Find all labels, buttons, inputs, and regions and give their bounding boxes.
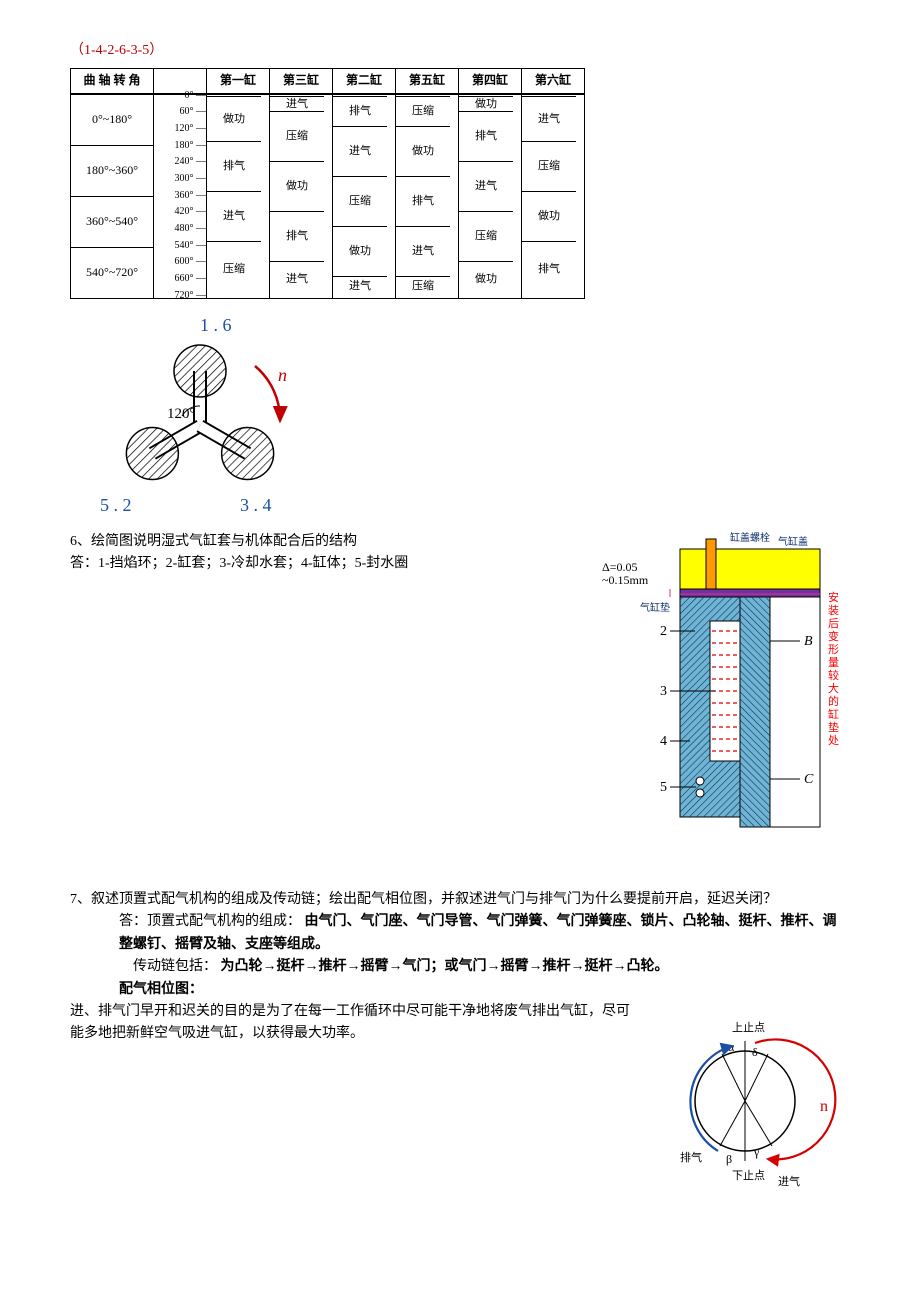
crank-label-left: 5 . 2 xyxy=(100,495,132,515)
stroke-cyl4: 做功 xyxy=(459,261,513,297)
stroke-cyl6: 压缩 xyxy=(522,141,576,192)
n3: 3 xyxy=(660,684,667,699)
crank-angle: 120° xyxy=(167,406,196,422)
tick: 300° — xyxy=(175,171,207,186)
stroke-cyl3: 做功 xyxy=(270,161,324,212)
stroke-cyl5: 做功 xyxy=(396,126,450,177)
liner-diagram: 缸盖螺栓 气缸盖 气缸垫 Δ=0.05~0.15mm 安装后 变形量 较大的 缸… xyxy=(600,531,850,859)
lblC: C xyxy=(804,772,814,787)
range-0: 0°~180° xyxy=(71,95,153,146)
stroke-cyl1: 排气 xyxy=(207,141,261,192)
hdr-c2: 第二缸 xyxy=(333,69,396,94)
stroke-cyl6: 排气 xyxy=(522,241,576,297)
stroke-cyl4: 做功 xyxy=(459,96,513,112)
range-3: 540°~720° xyxy=(71,248,153,298)
stroke-cyl5: 排气 xyxy=(396,176,450,227)
q7-section: 7、叙述顶置式配气机构的组成及传动链；绘出配气相位图，并叙述进气门与排气门为什么… xyxy=(70,889,850,1209)
range-1: 180°~360° xyxy=(71,146,153,197)
stroke-cyl5: 进气 xyxy=(396,226,450,277)
q7-phase-head: 配气相位图： xyxy=(70,979,850,1001)
stroke-cyl2: 排气 xyxy=(333,96,387,127)
gamma: γ xyxy=(753,1145,760,1159)
tick: 540° — xyxy=(175,238,207,253)
stroke-cyl2: 做功 xyxy=(333,226,387,277)
stroke-cyl3: 进气 xyxy=(270,96,324,112)
n4: 4 xyxy=(660,734,667,749)
q7-chain: 为凸轮→挺杆→推杆→摇臂→气门；或气门→摇臂→推杆→挺杆→凸轮。 xyxy=(221,959,669,974)
stroke-cyl5: 压缩 xyxy=(396,276,450,297)
q7-body: 进、排气门早开和迟关的目的是为了在每一工作循环中尽可能干净地将废气排出气缸，尽可… xyxy=(70,1001,640,1046)
stroke-cyl6: 做功 xyxy=(522,191,576,242)
crank-svg: n 120° 1 . 6 5 . 2 3 . 4 xyxy=(70,311,330,521)
q7-title: 7、叙述顶置式配气机构的组成及传动链；绘出配气相位图，并叙述进气门与排气门为什么… xyxy=(70,889,850,911)
tick: 420° — xyxy=(175,204,207,219)
hdr-angle: 曲 轴 转 角 xyxy=(71,69,154,94)
phase-n: n xyxy=(820,1098,828,1115)
stroke-cyl2: 进气 xyxy=(333,276,387,297)
q7-lead: 答：顶置式配气机构的组成： xyxy=(119,914,301,929)
tick: 60° — xyxy=(180,104,207,119)
stroke-table-wrap: 曲 轴 转 角 第一缸 第三缸 第二缸 第五缸 第四缸 第六缸 0°~180° … xyxy=(70,68,850,298)
stroke-cyl2: 进气 xyxy=(333,126,387,177)
q6-answer: 答：1-挡焰环；2-缸套；3-冷却水套；4-缸体；5-封水圈 xyxy=(70,553,570,575)
lbl-delta: Δ=0.05~0.15mm xyxy=(602,560,649,587)
q6-title: 6、绘简图说明湿式气缸套与机体配合后的结构 xyxy=(70,531,570,553)
stroke-cyl4: 排气 xyxy=(459,111,513,162)
crank-diagram: n 120° 1 . 6 5 . 2 3 . 4 xyxy=(70,311,850,521)
q7-chain-lead: 传动链包括： xyxy=(133,959,217,974)
tick: 240° — xyxy=(175,154,207,169)
exhaust-lbl: 排气 xyxy=(680,1150,702,1164)
crank-label-right: 3 . 4 xyxy=(240,495,272,515)
hdr-c3: 第三缸 xyxy=(270,69,333,94)
beta: β xyxy=(726,1152,732,1166)
lbl-cover: 气缸盖 xyxy=(778,535,808,548)
crank-n: n xyxy=(278,365,287,385)
stroke-cyl1: 压缩 xyxy=(207,241,261,297)
stroke-cyl2: 压缩 xyxy=(333,176,387,227)
tick: 360° — xyxy=(175,188,207,203)
stroke-cyl3: 压缩 xyxy=(270,111,324,162)
stroke-cyl5: 压缩 xyxy=(396,96,450,127)
hdr-c1: 第一缸 xyxy=(207,69,270,94)
n2: 2 xyxy=(660,624,667,639)
tick: 0° — xyxy=(185,88,207,103)
tick: 480° — xyxy=(175,221,207,236)
tick: 120° — xyxy=(175,121,207,136)
hdr-c4: 第四缸 xyxy=(459,69,522,94)
hdr-c6: 第六缸 xyxy=(522,69,585,94)
tick: 720° — xyxy=(175,288,207,303)
stroke-cyl4: 进气 xyxy=(459,161,513,212)
stroke-cyl3: 进气 xyxy=(270,261,324,297)
valve-timing-diagram: 上止点 下止点 α δ β γ n 进气 排气 xyxy=(650,1001,850,1209)
firing-order: （1-4-2-6-3-5） xyxy=(70,40,850,62)
stroke-table: 曲 轴 转 角 第一缸 第三缸 第二缸 第五缸 第四缸 第六缸 0°~180° … xyxy=(70,68,585,298)
stroke-cyl3: 排气 xyxy=(270,211,324,262)
tick: 600° — xyxy=(175,254,207,269)
lbl-gasket: 气缸垫 xyxy=(640,601,670,614)
tick: 180° — xyxy=(175,138,207,153)
bdc: 下止点 xyxy=(732,1169,765,1182)
q6-section: 6、绘简图说明湿式气缸套与机体配合后的结构 答：1-挡焰环；2-缸套；3-冷却水… xyxy=(70,531,850,859)
intake-lbl: 进气 xyxy=(778,1174,800,1188)
lbl-bolt: 缸盖螺栓 xyxy=(730,531,770,544)
n5: 5 xyxy=(660,780,667,795)
crank-label-top: 1 . 6 xyxy=(200,315,232,335)
hdr-c5: 第五缸 xyxy=(396,69,459,94)
stroke-cyl1: 做功 xyxy=(207,96,261,142)
tick: 660° — xyxy=(175,271,207,286)
stroke-cyl4: 压缩 xyxy=(459,211,513,262)
stroke-cyl6: 进气 xyxy=(522,96,576,142)
range-2: 360°~540° xyxy=(71,197,153,248)
side-note: 安装后 变形量 较大的 缸垫处 xyxy=(828,590,842,747)
stroke-cyl1: 进气 xyxy=(207,191,261,242)
tdc: 上止点 xyxy=(732,1021,765,1034)
delta: δ xyxy=(752,1045,758,1059)
lblB: B xyxy=(804,634,813,649)
